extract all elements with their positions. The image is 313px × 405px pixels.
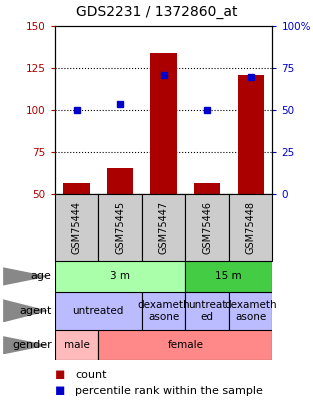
Text: male: male [64, 340, 90, 350]
Text: GSM75448: GSM75448 [246, 201, 255, 254]
Text: ◼: ◼ [55, 384, 65, 397]
Bar [55, 330, 98, 360]
Bar [98, 330, 272, 360]
Text: untreated: untreated [73, 306, 124, 316]
Bar [55, 261, 185, 292]
Bar [55, 194, 98, 261]
Text: GDS2231 / 1372860_at: GDS2231 / 1372860_at [76, 5, 237, 19]
Text: GSM75446: GSM75446 [202, 201, 212, 254]
Text: agent: agent [19, 306, 52, 316]
Text: untreat
ed: untreat ed [188, 300, 226, 322]
Bar [98, 194, 142, 261]
Polygon shape [3, 299, 49, 322]
Bar [194, 183, 220, 194]
Text: 15 m: 15 m [215, 271, 242, 281]
Bar [238, 75, 264, 194]
Text: percentile rank within the sample: percentile rank within the sample [75, 386, 263, 396]
Bar [185, 194, 229, 261]
Text: count: count [75, 370, 107, 379]
Text: dexameth
asone: dexameth asone [137, 300, 190, 322]
Text: GSM75445: GSM75445 [115, 201, 125, 254]
Text: GSM75447: GSM75447 [159, 201, 168, 254]
Text: dexameth
asone: dexameth asone [224, 300, 277, 322]
Bar [185, 261, 272, 292]
Bar [142, 292, 185, 330]
Bar [229, 292, 272, 330]
Bar [185, 292, 229, 330]
Text: female: female [167, 340, 203, 350]
Bar [151, 53, 177, 194]
Bar [64, 183, 90, 194]
Bar [229, 194, 272, 261]
Bar [142, 194, 185, 261]
Bar [107, 168, 133, 194]
Polygon shape [3, 267, 49, 286]
Text: age: age [31, 271, 52, 281]
Text: GSM75444: GSM75444 [72, 201, 81, 254]
Polygon shape [3, 336, 49, 354]
Text: 3 m: 3 m [110, 271, 130, 281]
Text: ◼: ◼ [55, 368, 65, 381]
Bar [55, 292, 142, 330]
Text: gender: gender [12, 340, 52, 350]
